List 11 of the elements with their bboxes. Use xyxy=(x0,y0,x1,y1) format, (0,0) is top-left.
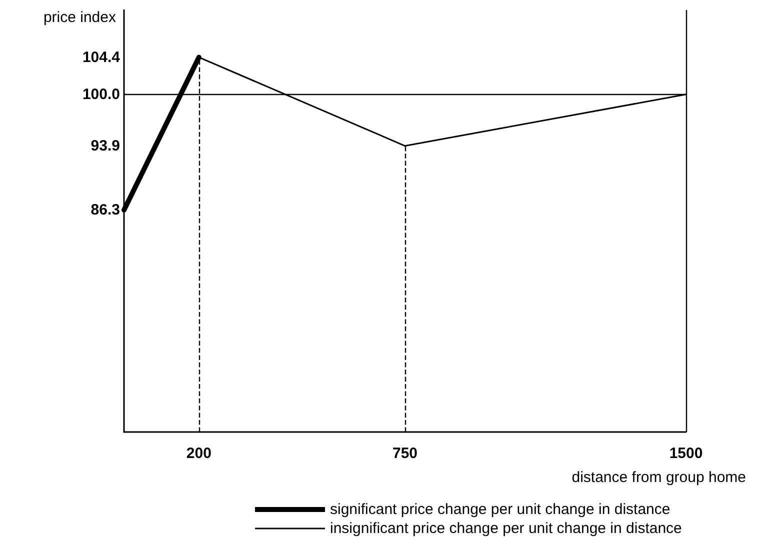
y-tick-label: 104.4 xyxy=(82,48,121,66)
x-axis-title: distance from group home xyxy=(572,469,746,486)
x-tick-label: 1500 xyxy=(669,445,703,462)
y-tick-label: 100.0 xyxy=(82,86,120,103)
legend-label: significant price change per unit change in distance xyxy=(330,501,670,518)
y-tick-label: 93.9 xyxy=(90,137,120,154)
y-axis-title: price index xyxy=(43,9,116,26)
x-tick-label: 200 xyxy=(186,445,212,462)
x-tick-label: 750 xyxy=(392,445,418,462)
legend-label: insignificant price change per unit change in distance xyxy=(330,520,682,537)
y-tick-label: 86.3 xyxy=(90,202,120,219)
